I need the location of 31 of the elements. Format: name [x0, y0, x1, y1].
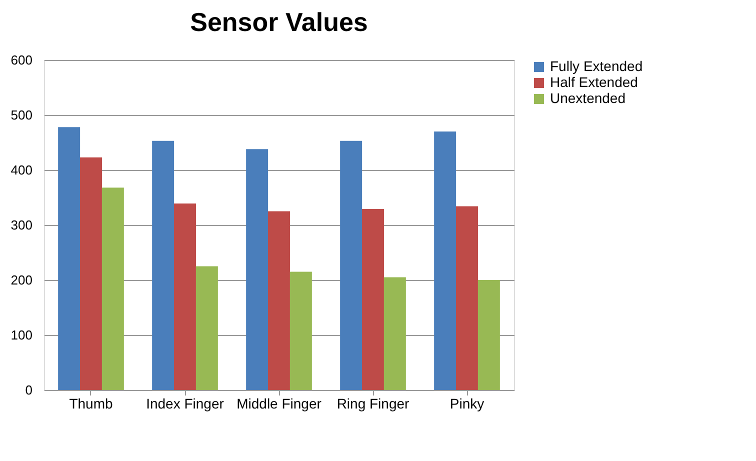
chart-title: Sensor Values: [190, 7, 368, 37]
bar: [80, 157, 102, 390]
bar: [290, 272, 312, 390]
bar: [434, 132, 456, 390]
bar: [384, 277, 406, 390]
x-tick-label: Pinky: [450, 396, 484, 412]
legend-label: Fully Extended: [550, 58, 643, 74]
bar: [152, 140, 174, 390]
bar: [340, 140, 362, 390]
bar: [174, 204, 196, 390]
y-tick-label: 400: [10, 162, 32, 178]
bar: [268, 211, 290, 390]
y-tick-label: 600: [10, 52, 32, 68]
bar: [102, 188, 124, 390]
bar: [246, 149, 268, 390]
legend-label: Half Extended: [550, 74, 638, 90]
y-tick-label: 0: [25, 382, 32, 398]
bar: [58, 127, 80, 390]
bar: [456, 206, 478, 390]
y-tick-label: 500: [10, 108, 32, 122]
y-tick-label: 100: [10, 328, 32, 342]
bar: [362, 209, 384, 390]
y-tick-label: 300: [10, 218, 32, 232]
x-tick-label: Ring Finger: [336, 396, 410, 412]
bar: [196, 266, 218, 390]
y-tick-label: 200: [10, 272, 32, 288]
x-tick-label: Index Finger: [146, 396, 224, 412]
x-tick-label: Thumb: [69, 396, 113, 412]
legend-label: Unextended: [550, 90, 626, 106]
x-tick-label: Middle Finger: [236, 396, 322, 412]
bar: [478, 280, 500, 390]
